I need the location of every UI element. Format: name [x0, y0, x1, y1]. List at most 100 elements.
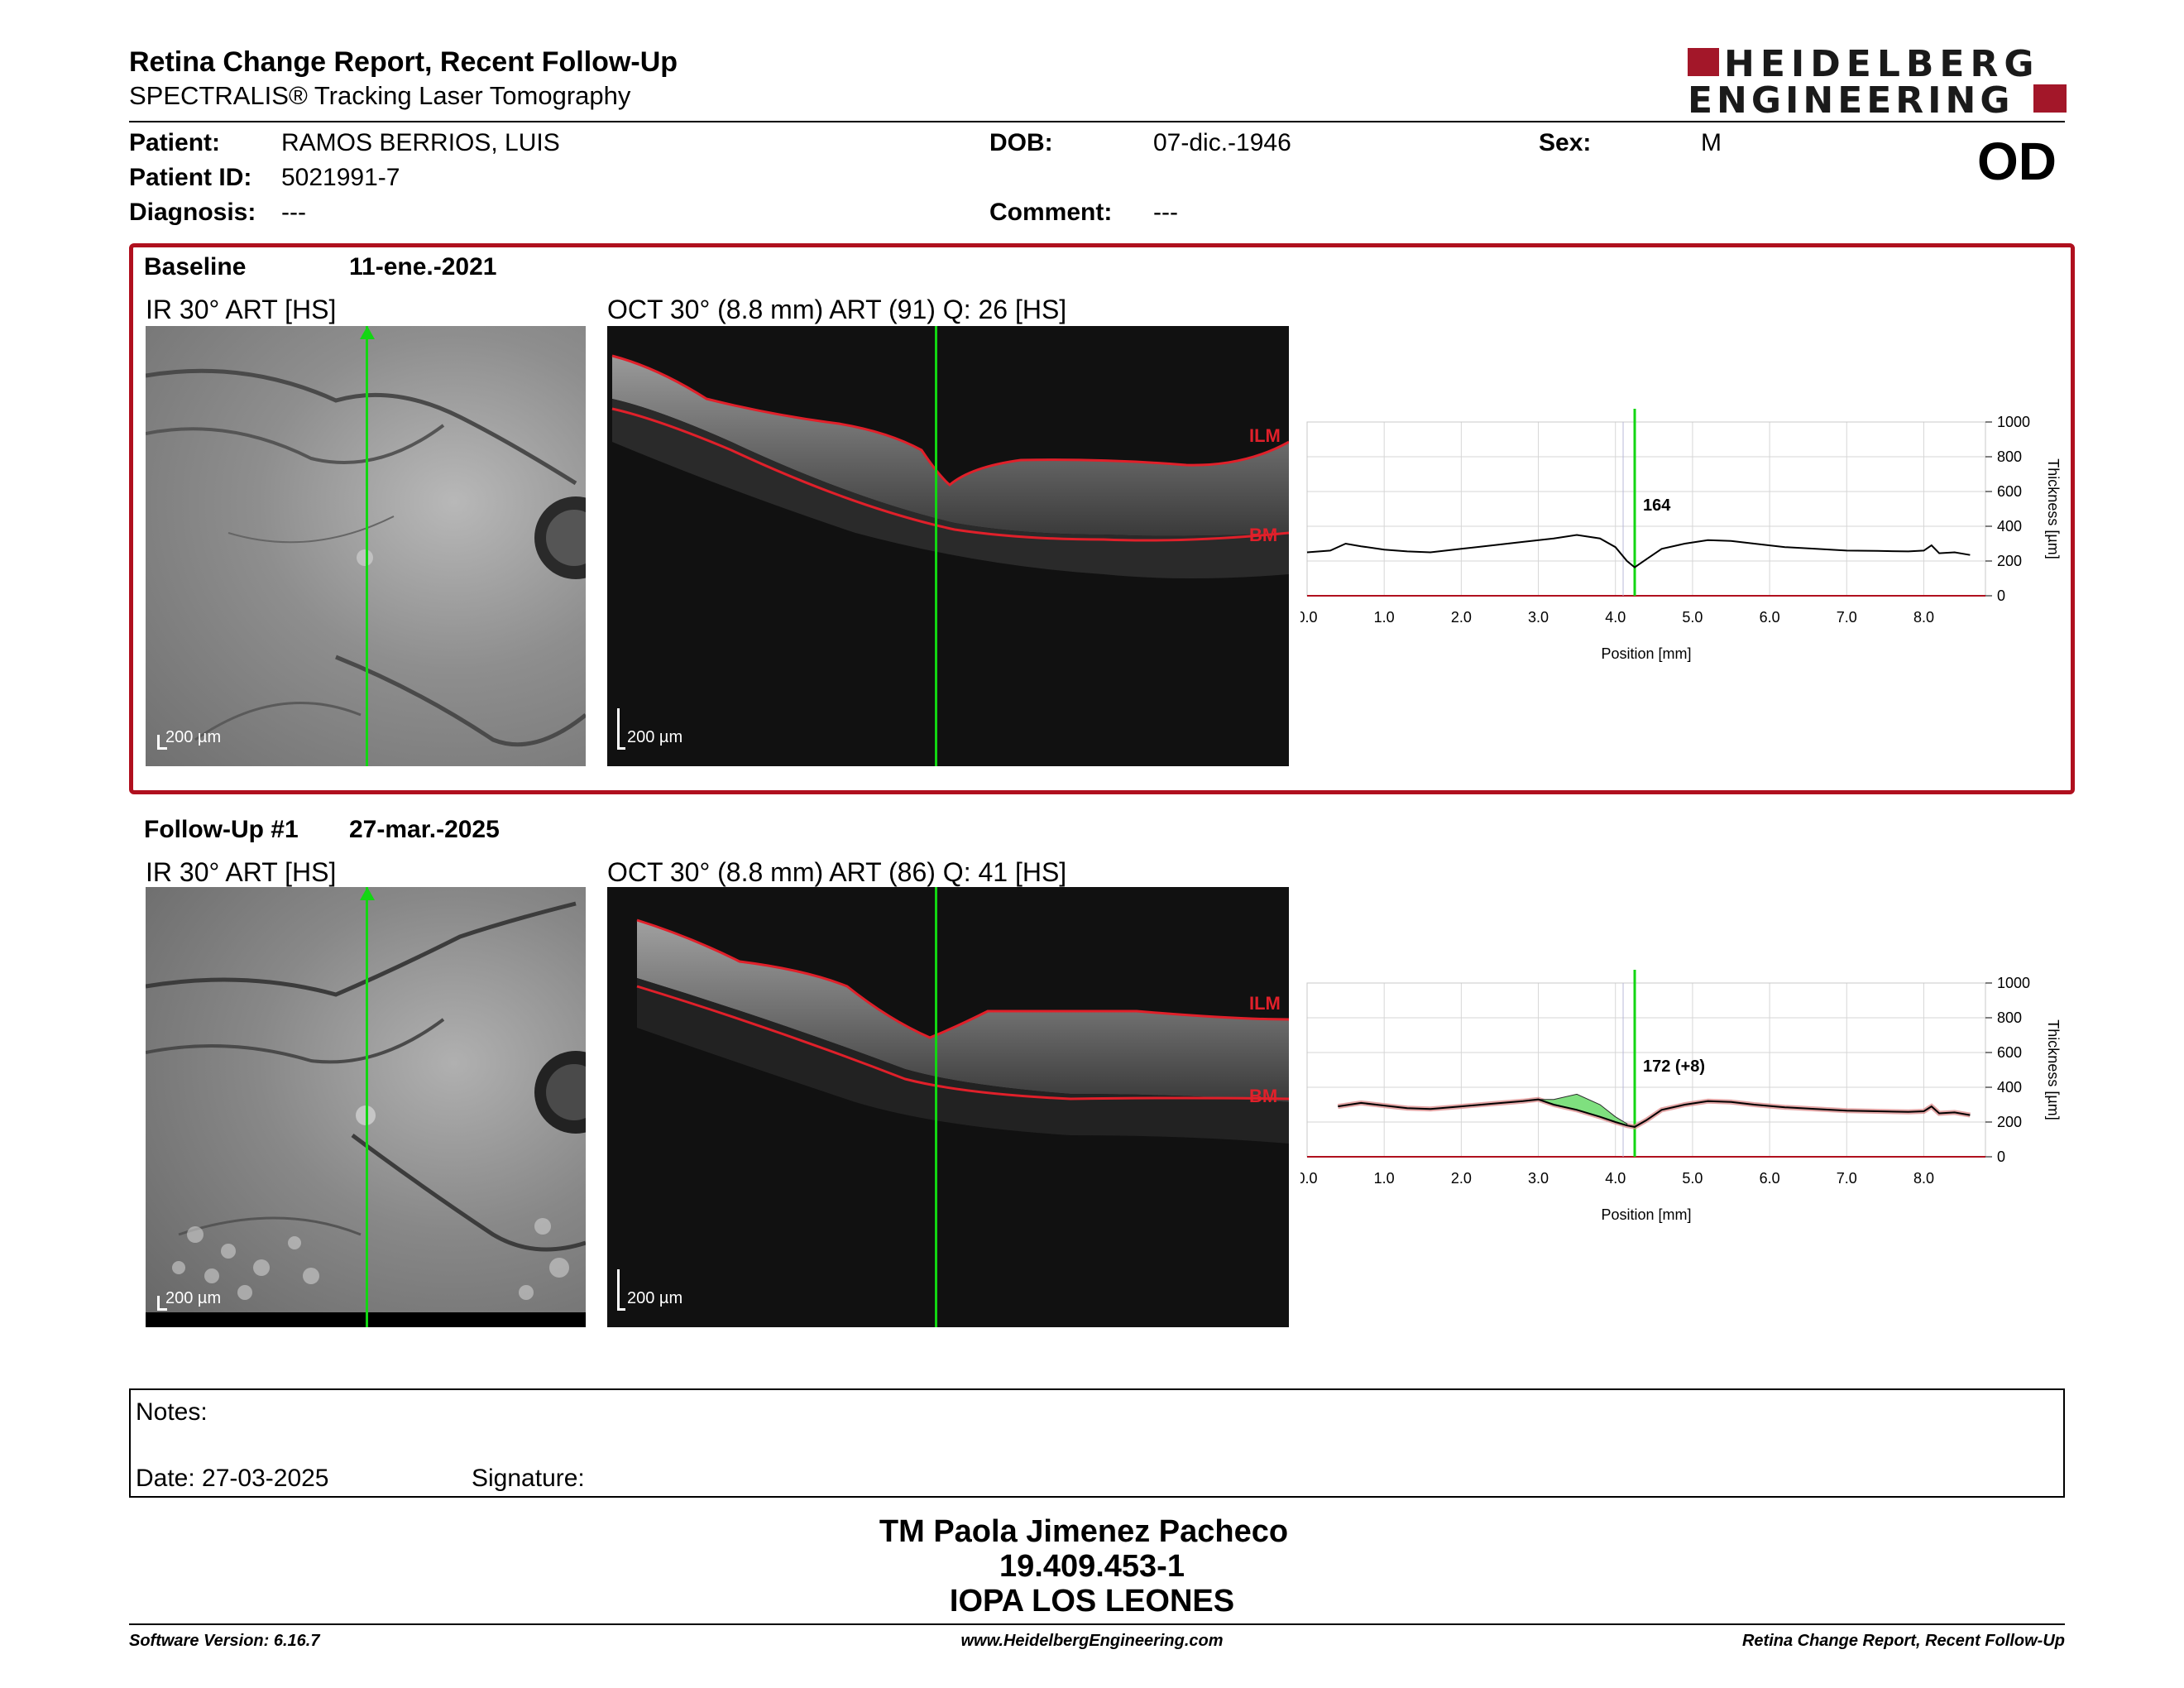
x-tick-label: 8.0 — [1913, 609, 1934, 626]
logo-line2: ENGINEERING — [1688, 79, 2014, 122]
followup-ir-title: IR 30° ART [HS] — [146, 857, 337, 887]
y-tick-label: 0 — [1997, 587, 2005, 604]
baseline-chart-value: 164 — [1643, 496, 1671, 515]
baseline-oct-scale: 200 µm — [627, 728, 683, 746]
x-tick-label: 0.0 — [1300, 1170, 1318, 1187]
x-tick-label: 4.0 — [1605, 609, 1626, 626]
x-tick-label: 8.0 — [1913, 1170, 1934, 1187]
y-tick-label: 600 — [1997, 483, 2022, 500]
x-tick-label: 3.0 — [1528, 1170, 1549, 1187]
baseline-date: 11-ene.-2021 — [349, 253, 497, 281]
followup-oct-scale-bar — [617, 1269, 625, 1311]
x-axis-title: Position [mm] — [1601, 1206, 1691, 1223]
x-tick-label: 2.0 — [1451, 1170, 1472, 1187]
followup-ilm-label: ILM — [1249, 993, 1281, 1014]
patient-label: Patient: — [129, 129, 221, 156]
followup-chart-value: 172 (+8) — [1643, 1057, 1706, 1076]
y-tick-label: 200 — [1997, 553, 2022, 569]
signer-name: TM Paola Jimenez Pacheco — [879, 1514, 1289, 1549]
eye-indicator: OD — [1977, 132, 2057, 191]
baseline-thickness-chart: 0.0 1.0 2.0 3.0 4.0 5.0 6.0 7.0 8.0 0 200 400 600 800… — [1300, 409, 2062, 662]
x-tick-label: 1.0 — [1374, 609, 1395, 626]
notes-label: Notes: — [136, 1398, 208, 1426]
baseline-oct-scale-bar — [617, 708, 625, 750]
comment-value: --- — [1153, 199, 1178, 226]
followup-oct-title: OCT 30° (8.8 mm) ART (86) Q: 41 [HS] — [607, 857, 1067, 887]
logo-line1: HEIDELBERG — [1724, 43, 2040, 85]
patient-id-value: 5021991-7 — [281, 164, 400, 191]
arrow-up-icon — [360, 887, 375, 900]
baseline-ir-image[interactable]: 200 µm — [146, 326, 586, 766]
sex-value: M — [1701, 129, 1722, 156]
dob-value: 07-dic.-1946 — [1153, 129, 1291, 156]
arrow-up-icon — [360, 326, 375, 339]
baseline-oct-title: OCT 30° (8.8 mm) ART (91) Q: 26 [HS] — [607, 295, 1067, 324]
y-tick-label: 800 — [1997, 1009, 2022, 1026]
sex-label: Sex: — [1539, 129, 1592, 156]
baseline-ir-scale-bar — [157, 735, 167, 750]
followup-ir-scale: 200 µm — [165, 1289, 222, 1307]
x-tick-label: 7.0 — [1837, 609, 1857, 626]
followup-ir-scale-bar — [157, 1296, 167, 1311]
y-tick-label: 600 — [1997, 1044, 2022, 1061]
brand-logo: HEIDELBERG ENGINEERING — [1688, 43, 2068, 122]
signer-id: 19.409.453-1 — [999, 1549, 1185, 1584]
followup-oct-image[interactable]: ILM BM 200 µm — [607, 887, 1289, 1327]
y-tick-label: 800 — [1997, 448, 2022, 465]
x-tick-label: 4.0 — [1605, 1170, 1626, 1187]
software-version: Software Version: 6.16.7 — [129, 1632, 320, 1650]
fundus-vessels — [146, 901, 586, 1327]
x-tick-label: 3.0 — [1528, 609, 1549, 626]
y-tick-label: 1000 — [1997, 414, 2030, 430]
baseline-section — [129, 243, 2075, 794]
followup-ir-image[interactable]: 200 µm — [146, 887, 586, 1327]
baseline-ilm-label: ILM — [1249, 425, 1281, 446]
report-subtitle: SPECTRALIS® Tracking Laser Tomography — [129, 81, 631, 110]
thickness-line — [1338, 1098, 1971, 1128]
fundus-vessels — [146, 368, 586, 747]
x-tick-label: 0.0 — [1300, 609, 1318, 626]
oct-bscan — [611, 354, 1289, 578]
change-band — [1337, 1096, 1971, 1130]
baseline-ir-scale: 200 µm — [165, 728, 222, 746]
baseline-bm-label: BM — [1249, 525, 1278, 545]
y-tick-label: 1000 — [1997, 975, 2030, 991]
y-tick-label: 400 — [1997, 518, 2022, 535]
baseline-label: Baseline — [144, 253, 247, 281]
baseline-ir-scan-line — [366, 326, 368, 766]
y-tick-label: 400 — [1997, 1079, 2022, 1096]
x-tick-label: 7.0 — [1837, 1170, 1857, 1187]
followup-date: 27-mar.-2025 — [349, 816, 500, 843]
x-axis-title: Position [mm] — [1601, 645, 1691, 662]
patient-id-label: Patient ID: — [129, 164, 252, 191]
followup-ir-scan-line — [366, 887, 368, 1327]
x-tick-label: 2.0 — [1451, 609, 1472, 626]
x-tick-label: 5.0 — [1682, 1170, 1703, 1187]
y-axis-title: Thickness [µm] — [2045, 1019, 2062, 1120]
x-tick-label: 1.0 — [1374, 1170, 1395, 1187]
dob-label: DOB: — [989, 129, 1053, 156]
footer-report-name: Retina Change Report, Recent Follow-Up — [1741, 1632, 2065, 1650]
x-tick-label: 5.0 — [1682, 609, 1703, 626]
thickness-line — [1306, 534, 1971, 568]
followup-thickness-chart: 0.0 1.0 2.0 3.0 4.0 5.0 6.0 7.0 8.0 0 200 400 600 800… — [1300, 970, 2062, 1223]
baseline-ir-title: IR 30° ART [HS] — [146, 295, 337, 324]
diagnosis-label: Diagnosis: — [129, 199, 256, 226]
header-rule — [129, 121, 2065, 122]
signature-label: Signature: — [472, 1465, 585, 1492]
x-tick-label: 6.0 — [1760, 609, 1780, 626]
website-link[interactable]: www.HeidelbergEngineering.com — [960, 1632, 1224, 1650]
followup-oct-scale: 200 µm — [627, 1289, 683, 1307]
baseline-oct-image[interactable]: ILM BM 200 µm — [607, 326, 1289, 766]
followup-oct-scan-line — [935, 887, 937, 1327]
notes-box[interactable] — [129, 1388, 2065, 1498]
diagnosis-value: --- — [281, 199, 306, 226]
notes-date: Date: 27-03-2025 — [136, 1465, 329, 1492]
y-tick-label: 0 — [1997, 1149, 2005, 1165]
baseline-oct-scan-line — [935, 326, 937, 766]
oct-bscan — [636, 918, 1289, 1144]
comment-label: Comment: — [989, 199, 1113, 226]
signer-org: IOPA LOS LEONES — [949, 1584, 1235, 1618]
y-axis-title: Thickness [µm] — [2045, 458, 2062, 559]
x-tick-label: 6.0 — [1760, 1170, 1780, 1187]
